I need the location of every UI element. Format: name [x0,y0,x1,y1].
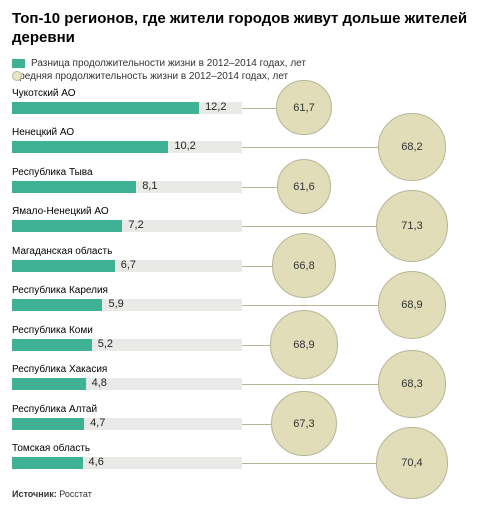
bar-fill [12,299,102,311]
region-label: Томская область [12,443,90,454]
legend-item-diff: Разница продолжительности жизни в 2012–2… [12,58,488,69]
chart-row: Томская область 4,6 70,4 [12,443,488,483]
leader-line [242,463,376,464]
avg-value: 70,4 [401,457,422,469]
bar-value: 8,1 [142,180,157,192]
bar-track [12,220,242,232]
legend-label-avg: Средняя продолжительность жизни в 2012–2… [12,71,288,82]
chart-area: Чукотский АО 12,2 61,7 Ненецкий АО 10,2 68,2 Р… [12,88,488,483]
legend-swatch-circle [12,71,22,81]
avg-value: 68,9 [293,339,314,351]
bar-track [12,457,242,469]
bar-track [12,339,242,351]
leader-line [242,305,378,306]
bar-fill [12,260,115,272]
bar-track [12,181,242,193]
bar-value: 4,6 [89,456,104,468]
region-label: Ненецкий АО [12,127,74,138]
chart-row: Ненецкий АО 10,2 68,2 [12,127,488,167]
avg-value: 68,9 [401,299,422,311]
avg-value: 61,6 [293,181,314,193]
leader-line [242,147,378,148]
avg-value: 71,3 [401,220,422,232]
legend-swatch-bar [12,59,25,68]
avg-value: 67,3 [293,418,314,430]
bar-fill [12,457,83,469]
leader-line [242,424,271,425]
chart-row: Республика Карелия5,9 68,9 [12,285,488,325]
chart-row: Ямало-Ненецкий АО 7,2 71,3 [12,206,488,246]
region-label: Магаданская область [12,246,112,257]
avg-value: 68,3 [401,378,422,390]
bar-track [12,141,242,153]
avg-value: 66,8 [293,260,314,272]
avg-value: 68,2 [401,141,422,153]
region-label: Чукотский АО [12,88,76,99]
bar-value: 6,7 [121,259,136,271]
source-label: Источник: [12,489,57,499]
bar-value: 12,2 [205,101,226,113]
region-label: Республика Карелия [12,285,108,296]
leader-line [242,266,272,267]
bar-fill [12,378,86,390]
avg-circle: 70,4 [376,427,447,498]
bar-value: 5,9 [108,298,123,310]
source-value: Росстат [59,489,92,499]
region-label: Республика Хакасия [12,364,107,375]
bar-fill [12,102,199,114]
region-label: Ямало-Ненецкий АО [12,206,109,217]
chart-row: Республика Хакасия 4,8 68,3 [12,364,488,404]
leader-line [242,345,270,346]
bar-value: 7,2 [128,219,143,231]
bar-value: 4,7 [90,417,105,429]
infographic-container: Топ-10 регионов, где жители городов живу… [0,0,500,505]
bar-fill [12,181,136,193]
avg-value: 61,7 [293,102,314,114]
bar-fill [12,418,84,430]
bar-value: 10,2 [174,140,195,152]
bar-fill [12,141,168,153]
region-label: Республика Коми [12,325,93,336]
chart-title: Топ-10 регионов, где жители городов живу… [12,10,488,48]
legend-label-diff: Разница продолжительности жизни в 2012–2… [31,58,306,69]
region-label: Республика Тыва [12,167,93,178]
legend: Разница продолжительности жизни в 2012–2… [12,58,488,82]
leader-line [242,187,277,188]
bar-track [12,418,242,430]
bar-track [12,299,242,311]
region-label: Республика Алтай [12,404,97,415]
legend-item-avg: Средняя продолжительность жизни в 2012–2… [12,71,488,82]
bar-value: 5,2 [98,338,113,350]
leader-line [242,226,376,227]
bar-value: 4,8 [92,377,107,389]
bar-fill [12,339,92,351]
bar-track [12,378,242,390]
leader-line [242,108,276,109]
bar-fill [12,220,122,232]
leader-line [242,384,378,385]
